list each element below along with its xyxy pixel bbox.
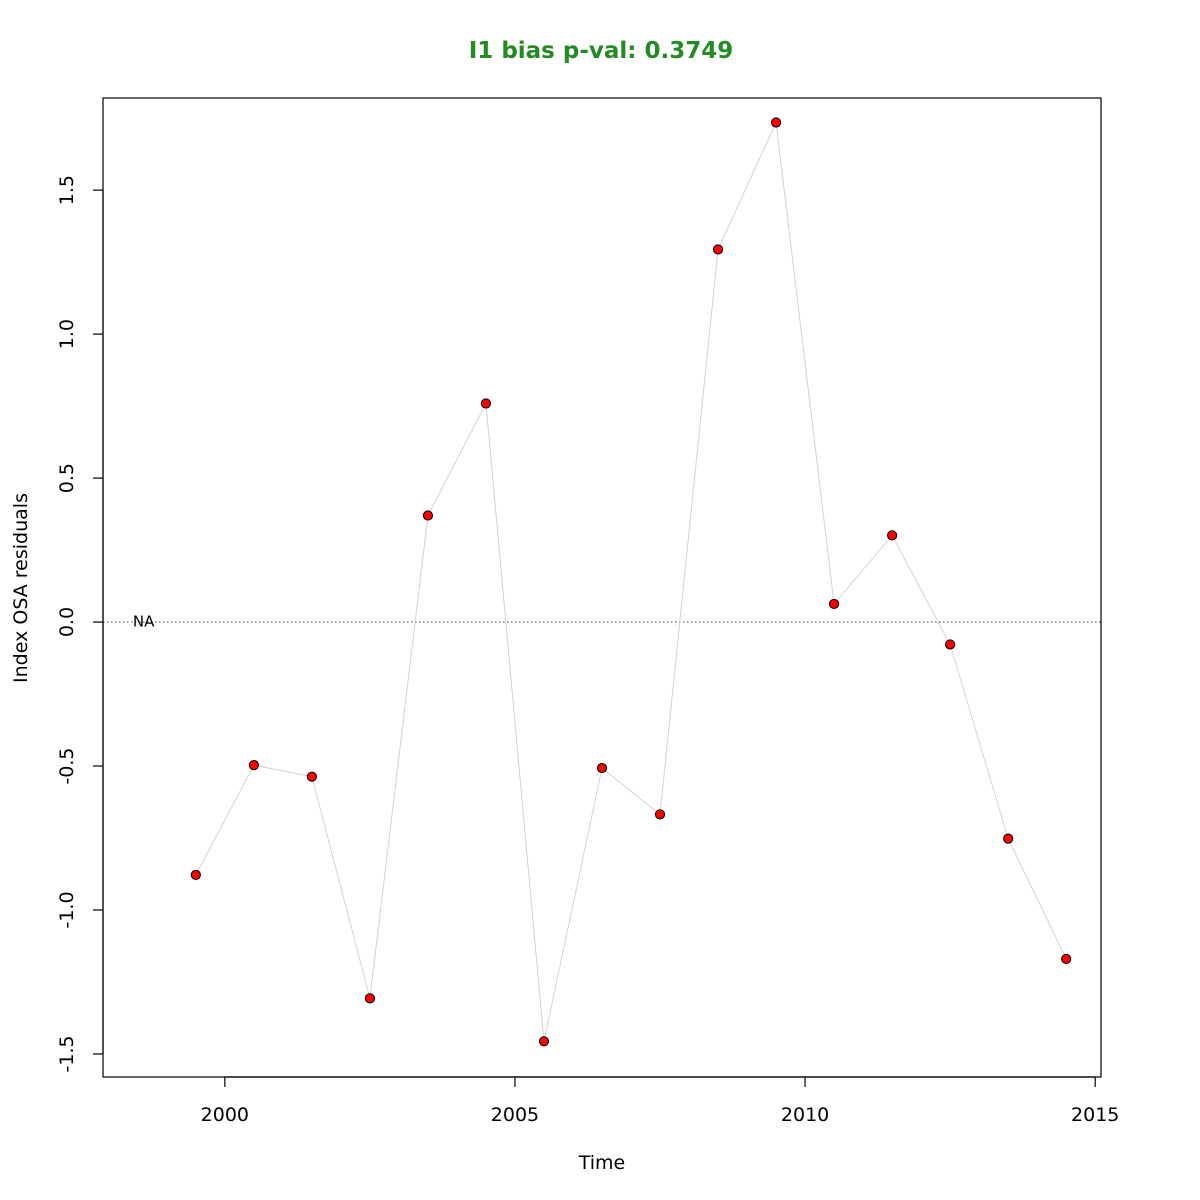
data-point bbox=[596, 762, 608, 774]
data-point bbox=[480, 398, 492, 409]
data-point bbox=[306, 771, 317, 782]
data-point bbox=[770, 117, 782, 128]
data-point bbox=[712, 244, 724, 255]
y-tick-label: 0.5 bbox=[56, 463, 78, 493]
data-point bbox=[887, 530, 898, 541]
series-line bbox=[195, 120, 1067, 1042]
y-tick-label: -1.0 bbox=[56, 891, 78, 928]
y-axis-title: Index OSA residuals bbox=[10, 493, 32, 683]
chart-title: I1 bias p-val: 0.3749 bbox=[469, 38, 734, 64]
x-tick-label: 2010 bbox=[781, 1104, 829, 1126]
data-point bbox=[1061, 953, 1072, 965]
x-tick-label: 2005 bbox=[491, 1104, 539, 1126]
x-tick-label: 2015 bbox=[1071, 1104, 1119, 1126]
data-point bbox=[828, 598, 840, 610]
y-tick-label: -1.5 bbox=[56, 1035, 78, 1072]
data-point bbox=[364, 993, 376, 1004]
data-point bbox=[1003, 833, 1014, 844]
y-tick-label: 0.0 bbox=[56, 607, 78, 637]
x-tick-label: 2000 bbox=[201, 1104, 249, 1126]
y-tick-label: -0.5 bbox=[56, 747, 78, 784]
plot-frame bbox=[102, 97, 1102, 1078]
y-tick-label: 1.0 bbox=[56, 319, 78, 349]
data-point bbox=[945, 639, 956, 650]
data-point bbox=[654, 809, 666, 820]
plot-area: NA bbox=[103, 117, 1101, 1047]
data-point bbox=[538, 1036, 550, 1047]
data-point bbox=[422, 510, 434, 521]
na-annotation: NA bbox=[133, 613, 155, 631]
y-tick-label: 1.5 bbox=[56, 175, 78, 205]
data-point bbox=[248, 760, 259, 771]
x-axis-title: Time bbox=[578, 1152, 626, 1174]
data-point bbox=[190, 869, 201, 880]
